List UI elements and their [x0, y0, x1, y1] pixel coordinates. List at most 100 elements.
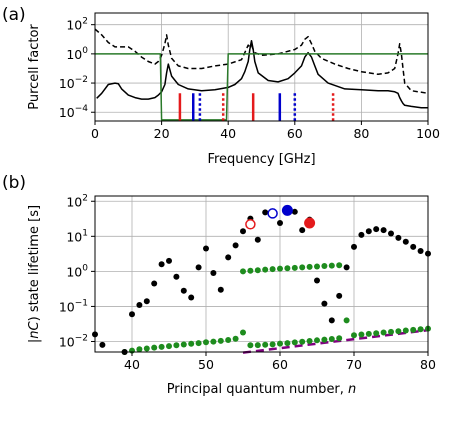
panel-b-y-tick-label: 10−2	[59, 333, 88, 349]
panel-b-black-point	[365, 228, 372, 235]
panel-a-y-axis-label: Purcell factor	[27, 24, 42, 110]
panel-b-green-point	[336, 262, 343, 269]
panel-b-x-axis-label: Principal quantum number, n	[167, 382, 357, 397]
panel-b-open-circle	[267, 208, 278, 219]
panel-b-green-point	[306, 263, 313, 270]
panel-b-black-point	[388, 230, 394, 237]
panel-a-frame	[94, 12, 429, 122]
panel-b-green-point	[321, 263, 328, 270]
panel-b-black-point	[351, 243, 357, 250]
panel-b-green-point	[188, 340, 195, 347]
panel-b-green-point	[210, 338, 217, 345]
panel-b-black-point	[380, 227, 387, 234]
panel-a-y-ticks: 10−4 10−2 100 102	[59, 17, 95, 120]
panel-b-black-point	[173, 273, 180, 280]
panel-b-dashed-line	[242, 328, 429, 354]
panel-b-green-point	[351, 332, 357, 339]
panel-b-black-point	[203, 245, 209, 252]
panel-b-black-point	[321, 300, 328, 307]
panel-a-y-tick-label: 10−2	[59, 75, 88, 91]
panel-a-x-ticks: 0 20 40 60 80 100	[91, 121, 440, 141]
panel-b-black-point	[158, 261, 165, 268]
panel-b-black-point	[277, 219, 283, 226]
panel-b-black-point	[195, 264, 202, 271]
panel-b-green-point	[195, 340, 202, 347]
panel-b-green-point	[299, 338, 306, 345]
panel-b-green-point	[225, 337, 232, 344]
panel-b-green-point	[343, 317, 350, 324]
panel-b-series	[242, 328, 429, 354]
panel-b-green-point	[284, 340, 291, 347]
panel-b-green-point	[180, 341, 187, 348]
panel-a-x-tick-label: 0	[91, 126, 99, 141]
panel-b-x-tick-label: 50	[198, 357, 214, 372]
panel-b-label: (b)	[2, 173, 26, 193]
panel-b-black-point	[262, 209, 269, 216]
panel-b-green-point	[328, 262, 335, 269]
panel-b-black-point	[151, 280, 158, 287]
panel-b-green-point	[240, 268, 246, 275]
panel-a-x-tick-label: 80	[353, 126, 369, 141]
panel-a-y-tick-label: 10−4	[59, 104, 88, 120]
panel-b-black-point	[99, 341, 106, 348]
panel-b-filled-circle	[304, 217, 316, 229]
panel-b-black-point	[217, 286, 224, 293]
panel-b-black-point	[328, 317, 335, 324]
panel-b-green-point	[203, 339, 209, 346]
panel-a-x-tick-label: 20	[154, 126, 170, 141]
panel-b-black-point	[395, 234, 402, 241]
panel-b-y-tick-label: 100	[66, 263, 88, 279]
panel-a-x-axis-label: Frequency [GHz]	[207, 152, 315, 167]
panel-b-green-point	[358, 331, 365, 338]
panel-b-green-point	[151, 344, 158, 351]
panel-b-x-ticks: 40 50 60 70 80	[124, 352, 436, 372]
panel-a-series	[94, 28, 429, 121]
panel-b-black-point	[240, 228, 246, 235]
panel-b-y-tick-label: 101	[66, 228, 88, 244]
panel-b-black-point	[254, 236, 261, 243]
panel-b-green-point	[269, 341, 276, 348]
panel-b-green-point	[158, 343, 165, 350]
panel-a-y-tick-label: 100	[66, 46, 88, 62]
panel-b-green-point	[143, 345, 150, 352]
panel-b-open-circle	[245, 219, 256, 230]
panel-a-x-tick-label: 40	[220, 126, 236, 141]
panel-b-frame	[94, 195, 429, 353]
panel-b-green-point	[277, 340, 283, 347]
panel-b-green-point	[291, 264, 298, 271]
panel-b-green-point	[284, 265, 291, 272]
panel-b-black-point	[373, 226, 380, 233]
panel-a-x-tick-label: 100	[416, 126, 440, 141]
panel-b-black-point	[225, 254, 232, 261]
panel-b-black-point	[291, 208, 298, 215]
panel-b-green-point	[166, 343, 172, 350]
panel-b-black-point	[417, 248, 424, 255]
panel-b-green-point	[254, 342, 261, 349]
panel-b-green-point	[277, 265, 283, 272]
panel-b-green-point	[314, 263, 320, 270]
panel-b-y-tick-label: 10−1	[59, 298, 88, 314]
panel-b: (b) 40 50 60 70 80 10−2 10−1 100 101 102 Princip…	[2, 173, 436, 397]
panel-b-green-point	[136, 346, 143, 353]
panel-b-green-point	[299, 264, 306, 271]
panel-a-label: (a)	[2, 5, 26, 25]
panel-b-green-point	[269, 266, 276, 273]
panel-b-y-ticks: 10−2 10−1 100 101 102	[59, 193, 95, 349]
panel-b-green-point	[328, 335, 335, 342]
panel-b-green-point	[395, 328, 402, 335]
panel-a-frequency-markers	[178, 93, 335, 121]
panel-b-x-tick-label: 80	[420, 357, 436, 372]
panel-b-black-point	[188, 294, 195, 301]
panel-b-green-point	[365, 330, 372, 337]
panel-b-black-point	[136, 301, 143, 308]
panel-b-green-point	[262, 341, 269, 348]
panel-b-green-point	[380, 329, 387, 336]
panel-b-x-tick-label: 60	[272, 357, 288, 372]
panel-b-green-point	[417, 326, 424, 333]
panel-b-black-point	[410, 243, 417, 250]
panel-b-black-point	[180, 287, 187, 294]
panel-b-black-point	[336, 292, 343, 299]
panel-b-green-point	[314, 337, 320, 344]
panel-a-y-tick-label: 102	[66, 17, 88, 33]
